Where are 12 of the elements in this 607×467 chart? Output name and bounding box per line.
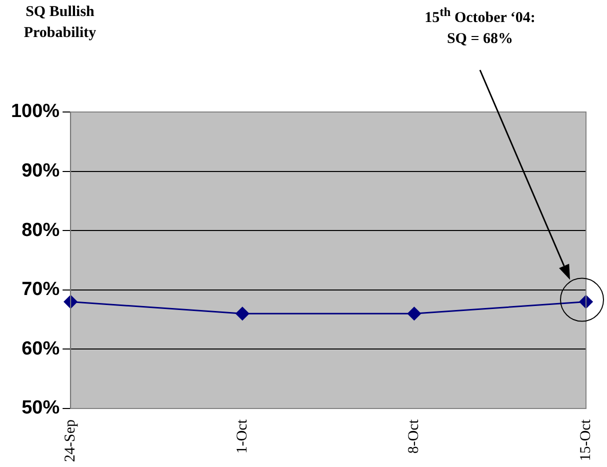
text: 15$^{th}$ October ‘04: SQ = 68% [424,4,536,49]
x-tick-label: 15-Oct [578,418,594,462]
y-tick-label: 80% [22,220,60,241]
y-tick-label: 60% [22,338,60,360]
y-tick-label: 50% [22,398,60,419]
y-tick-label: 100% [10,101,60,122]
y-axis-title: SQ Bullish Probability [22,3,98,43]
x-tick-label: 24-Sep [62,420,79,462]
y-tick-label: 90% [22,160,60,182]
y-tick-label: 70% [22,279,60,300]
x-tick-label: 1-Oct [234,418,250,454]
x-tick-label: 8-Oct [406,418,422,454]
